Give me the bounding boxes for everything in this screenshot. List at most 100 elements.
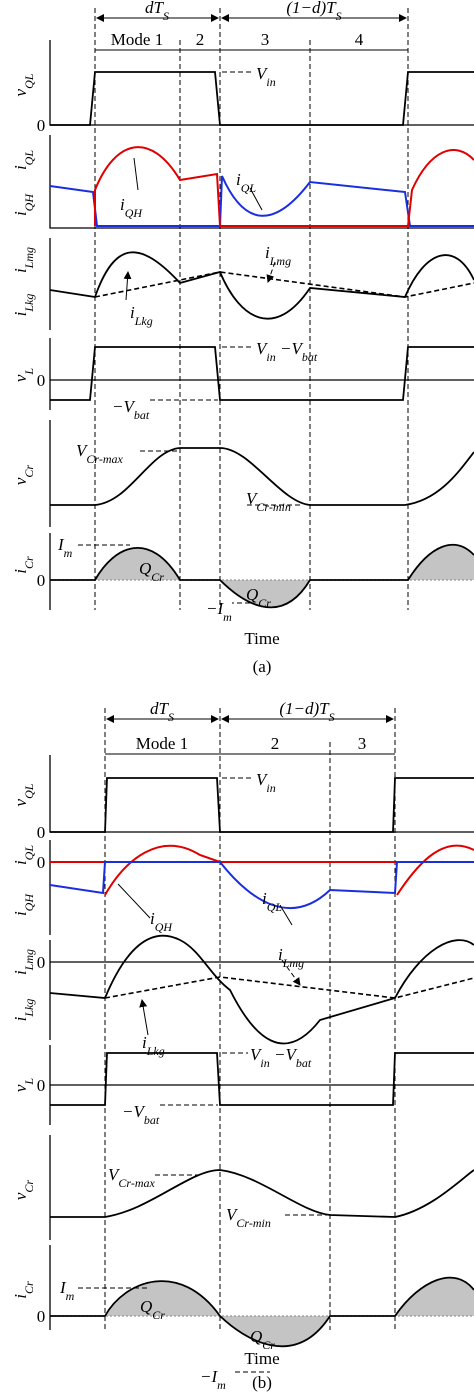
zero-label: 0: [37, 1076, 46, 1095]
annotation: Im: [57, 535, 73, 560]
label-text: i: [11, 970, 30, 975]
subscript: in: [266, 75, 275, 89]
guide: [104, 708, 396, 1330]
annotation: iLmg: [278, 945, 304, 970]
label-text: −V: [122, 1102, 146, 1121]
annotation: iQH: [150, 909, 173, 934]
label-text: V: [226, 1205, 239, 1224]
subscript: in: [260, 1056, 269, 1070]
label-text: i: [142, 1033, 147, 1052]
subscript: m: [217, 1378, 226, 1392]
subscript: QH: [125, 206, 144, 220]
mode-label: 2: [196, 30, 205, 49]
subscript: Lmg: [22, 247, 36, 269]
label-text: V: [256, 770, 269, 789]
subscript: QL: [22, 783, 36, 799]
zero-label: 0: [37, 571, 46, 590]
waveform: [50, 1276, 474, 1348]
waveform-ilmg: [94, 271, 474, 298]
axis-label: iQH: [11, 193, 36, 216]
subscript: S: [336, 9, 342, 23]
annotation: iLkg: [142, 1033, 165, 1058]
subscript: Cr: [151, 570, 164, 584]
subscript: Cr: [22, 1180, 36, 1193]
waveform-iqh: [50, 844, 474, 896]
axis-label: iLmg: [11, 949, 36, 975]
annotation: QCr: [139, 559, 164, 584]
subscript: Cr: [22, 465, 36, 478]
subscript: m: [66, 1289, 75, 1303]
interval-label: dTS: [145, 0, 169, 23]
x-label: Time: [244, 629, 279, 648]
label-text: I: [57, 535, 65, 554]
zero-label: 0: [37, 823, 46, 842]
mode-label: Mode 1: [136, 734, 188, 753]
label-text: V: [256, 64, 269, 83]
axis-label: iCr: [11, 556, 36, 574]
label-text: i: [278, 945, 283, 964]
annotation: Vin −Vbat: [256, 339, 318, 364]
label-text: i: [150, 909, 155, 928]
subscript: L: [22, 368, 36, 376]
zero-label: 0: [37, 953, 46, 972]
subscript: S: [329, 710, 335, 724]
axis-label: vCr: [11, 1180, 36, 1201]
waveform-iqh: [94, 146, 474, 227]
label-text: I: [59, 1278, 67, 1297]
annotation: Vin: [256, 64, 276, 89]
waveform-ilkg: [49, 251, 474, 320]
label-text: v: [11, 1192, 30, 1200]
subscript: QH: [22, 193, 36, 212]
subscript: in: [266, 350, 275, 364]
subscript: Lmg: [269, 254, 291, 268]
annotation: QCr: [250, 1327, 275, 1352]
label-text: dT: [150, 699, 170, 718]
label-text: i: [11, 911, 30, 916]
subscript: Lkg: [22, 294, 36, 313]
subscript: Lkg: [22, 999, 36, 1018]
subscript: QH: [155, 920, 174, 934]
axis-label: iLkg: [11, 294, 36, 317]
subscript: Cr: [22, 556, 36, 569]
annotation: Im: [59, 1278, 75, 1303]
leader: [78, 777, 330, 1373]
label-text: Q: [250, 1327, 262, 1346]
panel-a: dTS (1−d)TS Mode 1 2 3 4 vQL iQL iQH iLm…: [11, 0, 474, 676]
annotation: iLkg: [130, 303, 153, 328]
label-text: V: [250, 1045, 263, 1064]
axis-label: iQL: [11, 845, 36, 865]
waveform-ilmg: [104, 976, 474, 999]
caption: (b): [252, 1373, 272, 1392]
axis-label: vQL: [11, 783, 36, 806]
label-text: i: [120, 195, 125, 214]
subscript: QL: [267, 900, 283, 914]
label-text: Q: [246, 585, 258, 604]
label-text: i: [262, 889, 267, 908]
label-text: v: [11, 88, 30, 96]
label-text: (1−d)T: [279, 699, 330, 718]
waveform: [50, 71, 474, 126]
label-text: v: [11, 477, 30, 485]
subscript: QL: [22, 73, 36, 89]
subscript: S: [168, 710, 174, 724]
label-text: Q: [139, 559, 151, 578]
subscript: L: [22, 1078, 36, 1086]
label-text: V: [256, 339, 269, 358]
label-text: i: [130, 303, 135, 322]
subscript: Cr-max: [118, 1176, 155, 1190]
axis-label: iLkg: [11, 999, 36, 1022]
label-text: v: [11, 1084, 30, 1092]
annotation: VCr-min: [226, 1205, 271, 1230]
subscript: bat: [134, 408, 150, 422]
annotation: −Vbat: [122, 1102, 160, 1127]
label-text: V: [76, 441, 89, 460]
waveform-iql: [49, 175, 474, 227]
subscript: QH: [22, 893, 36, 912]
waveform-ilkg: [49, 934, 474, 1045]
waveform: [50, 447, 474, 506]
subscript: Lkg: [146, 1044, 165, 1058]
subscript: Lmg: [282, 956, 304, 970]
axis-label: vCr: [11, 465, 36, 486]
waveform: [50, 777, 474, 833]
